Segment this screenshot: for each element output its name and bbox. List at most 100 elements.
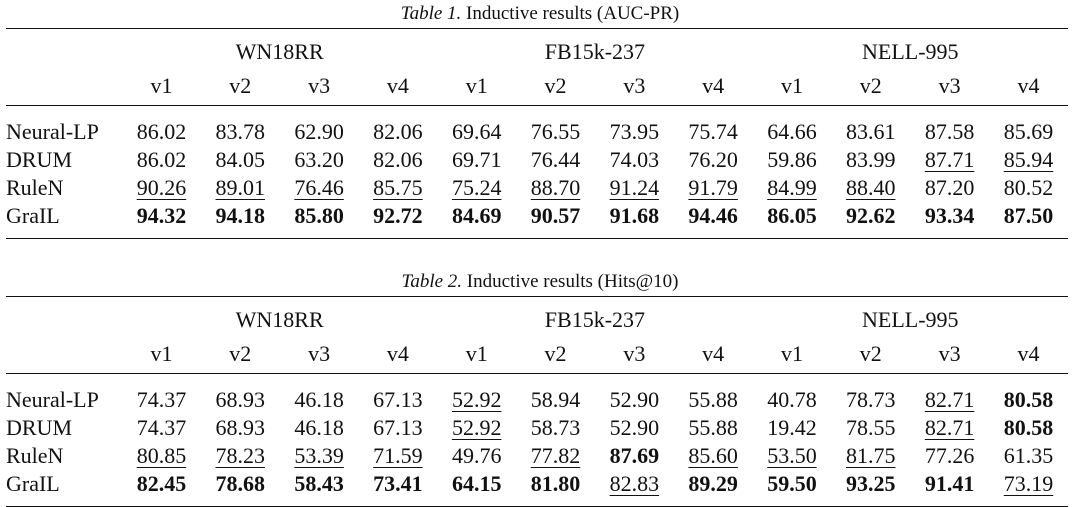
table-cell: 84.05 (201, 146, 280, 174)
cell-value: 85.80 (294, 203, 344, 228)
dataset-header-row: WN18RR FB15k-237 NELL-995 (6, 28, 1068, 67)
dataset-header: WN18RR (122, 296, 438, 335)
cell-value: 67.13 (373, 387, 423, 412)
table-cell: 74.03 (595, 146, 674, 174)
table-cell: 69.64 (437, 106, 516, 147)
table-cell: 92.72 (358, 202, 438, 239)
cell-value: 74.37 (136, 387, 187, 412)
table-cell: 49.76 (437, 442, 516, 470)
cell-value: 77.82 (530, 443, 581, 468)
cell-value: 86.02 (136, 119, 187, 144)
dataset-header: WN18RR (122, 28, 438, 67)
cell-value: 90.57 (530, 203, 581, 228)
table-cell: 91.41 (910, 470, 989, 507)
cell-value: 78.68 (215, 471, 266, 496)
table-cell: 74.37 (122, 414, 201, 442)
cell-value: 94.46 (688, 203, 738, 228)
cell-value: 85.75 (373, 175, 423, 200)
caption-label: Table 2. (401, 271, 463, 292)
table-2-block: Table 2. Inductive results (Hits@10) WN1… (0, 270, 1080, 507)
table-cell: 78.73 (831, 374, 910, 415)
cell-value: 80.52 (1003, 175, 1054, 200)
table-cell: 87.58 (910, 106, 989, 147)
version-header: v1 (437, 335, 517, 374)
table-cell: 93.25 (831, 470, 911, 507)
table-cell: 55.88 (674, 414, 753, 442)
table-cell: 76.46 (280, 174, 359, 202)
caption-text: Inductive results (Hits@10) (466, 271, 679, 292)
cell-value: 58.94 (530, 387, 581, 412)
table-cell: 82.83 (594, 470, 674, 507)
table-cell: 78.55 (831, 414, 910, 442)
cell-value: 53.39 (294, 443, 344, 468)
table-cell: 75.24 (437, 174, 516, 202)
cell-value: 87.69 (609, 443, 660, 468)
table-cell: 91.68 (594, 202, 674, 239)
cell-value: 85.69 (1003, 119, 1054, 144)
method-name: Neural-LP (6, 119, 99, 144)
cell-value: 19.42 (767, 415, 817, 440)
table-cell: 86.02 (122, 106, 201, 147)
cell-value: 74.03 (609, 147, 660, 172)
cell-value: 84.99 (767, 175, 817, 200)
table-cell: 73.95 (595, 106, 674, 147)
cell-value: 73.95 (609, 119, 660, 144)
results-table-hits-at-10: WN18RR FB15k-237 NELL-995 v1 v2 v3 v4 v1… (6, 296, 1068, 507)
cell-value: 86.02 (136, 147, 187, 172)
cell-value: 82.45 (136, 471, 187, 496)
cell-value: 71.59 (373, 443, 423, 468)
method-name: Neural-LP (6, 387, 99, 412)
table-cell: 76.20 (674, 146, 753, 174)
table-cell: 80.58 (989, 374, 1068, 415)
table-cell: 58.94 (516, 374, 595, 415)
corner-cell (6, 67, 123, 106)
table-cell: 94.46 (673, 202, 753, 239)
cell-value: 87.58 (924, 119, 975, 144)
version-header: v1 (752, 67, 832, 106)
version-header: v3 (279, 67, 359, 106)
cell-value: 83.78 (215, 119, 266, 144)
cell-value: 93.34 (924, 203, 975, 228)
cell-value: 58.43 (294, 471, 344, 496)
version-header: v3 (594, 335, 674, 374)
cell-value: 63.20 (294, 147, 344, 172)
table-cell: 83.78 (201, 106, 280, 147)
version-header: v1 (752, 335, 832, 374)
results-table-auc-pr: WN18RR FB15k-237 NELL-995 v1 v2 v3 v4 v1… (6, 28, 1068, 239)
dataset-header: NELL-995 (752, 28, 1068, 67)
table-cell: 85.94 (989, 146, 1068, 174)
cell-value: 91.68 (609, 203, 660, 228)
table-row: DRUM 74.37 68.93 46.18 67.13 52.92 58.73 52.90 5… (6, 414, 1068, 442)
table-cell: 81.80 (516, 470, 595, 507)
table-caption: Table 2. Inductive results (Hits@10) (0, 270, 1080, 296)
cell-value: 40.78 (767, 387, 817, 412)
table-cell: 40.78 (753, 374, 832, 415)
table-cell: 80.85 (122, 442, 201, 470)
table-cell: 82.06 (358, 106, 437, 147)
version-header: v3 (279, 335, 359, 374)
table-cell: 85.69 (989, 106, 1068, 147)
dataset-header: FB15k-237 (437, 296, 753, 335)
table-cell: 67.13 (358, 414, 437, 442)
table-cell: 90.26 (122, 174, 201, 202)
cell-value: 46.18 (294, 387, 344, 412)
method-name: RuleN (6, 443, 64, 468)
version-header: v1 (122, 335, 201, 374)
table-row: RuleN 80.85 78.23 53.39 71.59 49.76 77.82 87.69… (6, 442, 1068, 470)
table-cell: 81.75 (831, 442, 910, 470)
table-caption: Table 1. Inductive results (AUC-PR) (0, 2, 1080, 28)
cell-value: 75.24 (451, 175, 502, 200)
cell-value: 85.60 (688, 443, 738, 468)
table-cell: 52.90 (595, 414, 674, 442)
cell-value: 76.55 (530, 119, 581, 144)
version-header-row: v1 v2 v3 v4 v1 v2 v3 v4 v1 v2 v3 v4 (6, 335, 1068, 374)
cell-value: 59.86 (767, 147, 817, 172)
table-cell: 52.90 (595, 374, 674, 415)
cell-value: 80.58 (1003, 415, 1054, 440)
table-cell: 58.43 (279, 470, 359, 507)
cell-value: 76.20 (688, 147, 738, 172)
cell-value: 59.50 (767, 471, 817, 496)
cell-value: 91.41 (924, 471, 975, 496)
table-cell: 67.13 (358, 374, 437, 415)
